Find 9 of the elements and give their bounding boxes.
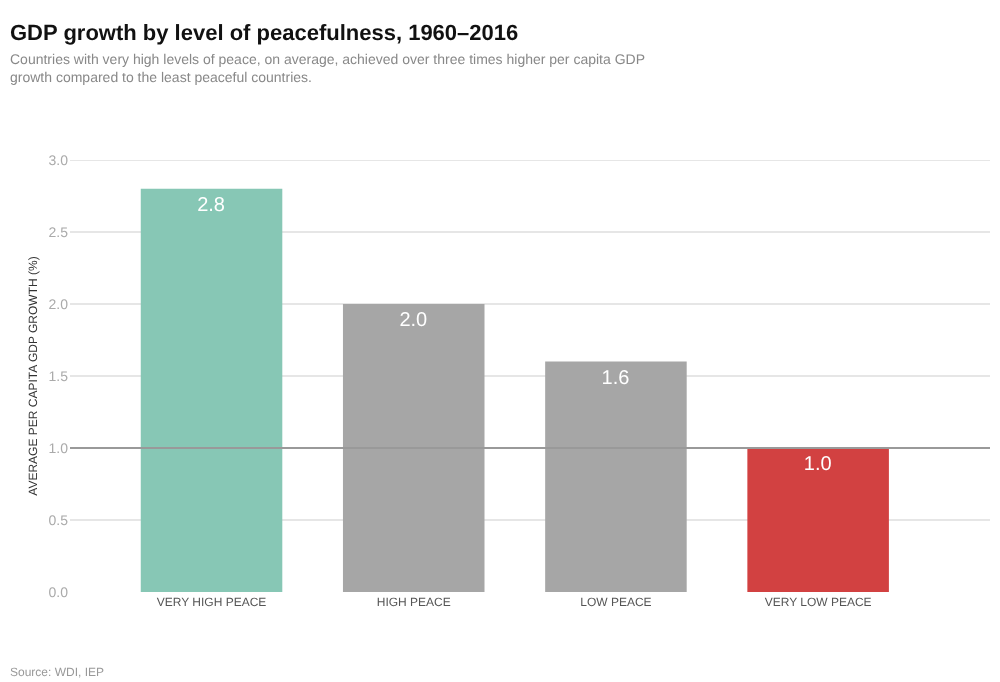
data-label: 2.8 bbox=[197, 194, 226, 217]
data-label: 2.0 bbox=[399, 310, 429, 332]
bar bbox=[342, 304, 485, 592]
data-label: 1.6 bbox=[601, 367, 631, 390]
bar bbox=[747, 448, 889, 592]
chart-title: GDP growth by level of peacefulness, 1960–2016 bbox=[10, 22, 519, 46]
bar bbox=[140, 188, 283, 592]
data-label: 1.0 bbox=[803, 454, 833, 476]
bar bbox=[545, 361, 687, 592]
